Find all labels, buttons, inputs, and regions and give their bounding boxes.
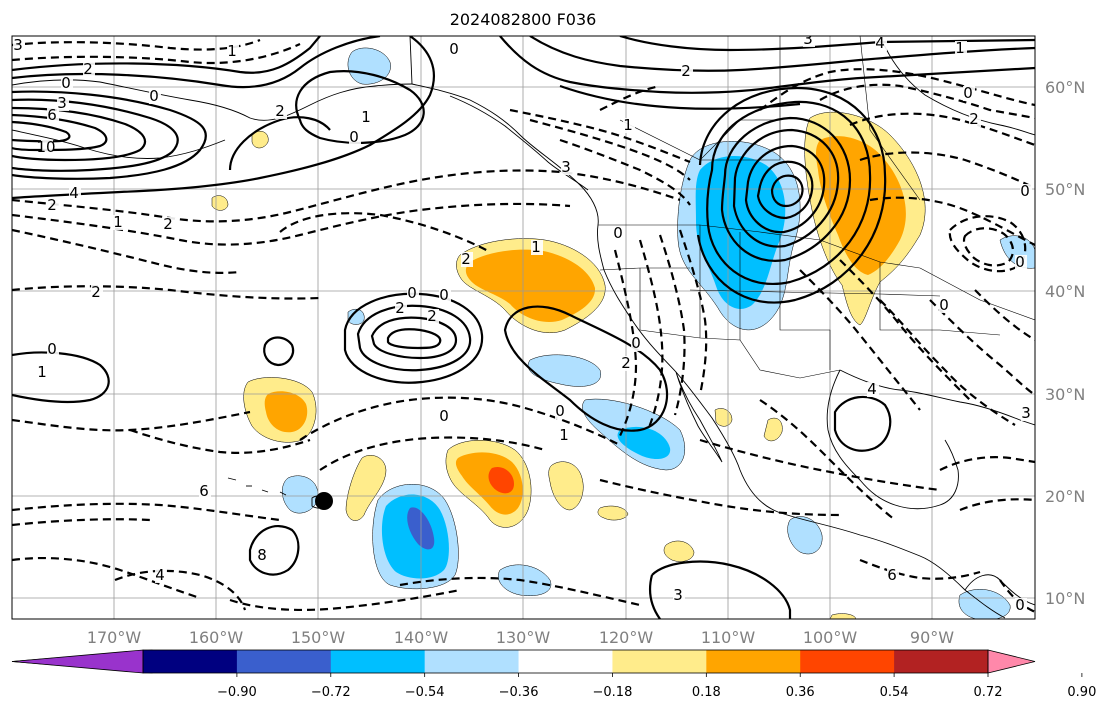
lat-tick-label: 60°N bbox=[1045, 78, 1085, 97]
contour-label: 2 bbox=[427, 307, 437, 325]
contour-label: 2 bbox=[163, 215, 173, 233]
lon-tick-label: 110°W bbox=[701, 628, 756, 647]
lon-tick-label: 150°W bbox=[291, 628, 346, 647]
lon-tick-label: 170°W bbox=[87, 628, 142, 647]
contour-label: 3 bbox=[13, 36, 23, 54]
contour-label: 0 bbox=[149, 87, 159, 105]
contour-label: 0 bbox=[349, 128, 359, 146]
storm-marker bbox=[315, 492, 333, 510]
contour-label: 0 bbox=[555, 402, 565, 420]
lon-tick-label: 160°W bbox=[189, 628, 244, 647]
contour-label: 1 bbox=[37, 363, 47, 381]
contour-label: 4 bbox=[69, 184, 79, 202]
colorbar-swatch bbox=[706, 650, 801, 673]
contour-label: 4 bbox=[867, 380, 877, 398]
contour-label: 6 bbox=[47, 106, 57, 124]
contour-label: 0 bbox=[407, 284, 417, 302]
contour-label: 3 bbox=[673, 586, 683, 604]
colorbar-tick-label: 0.18 bbox=[692, 685, 721, 700]
colorbar-tick-label: −0.18 bbox=[593, 685, 633, 700]
contour-label: 6 bbox=[887, 566, 897, 584]
colorbar: −0.90 −0.72 −0.54 −0.36 −0.18 0.18 0.36 0.54 0.7… bbox=[11, 649, 1096, 700]
colorbar-tick-label: 0.54 bbox=[880, 685, 909, 700]
contour-label: 1 bbox=[955, 39, 965, 57]
contour-label: 0 bbox=[439, 407, 449, 425]
colorbar-swatch bbox=[236, 650, 332, 673]
lon-tick-label: 140°W bbox=[394, 628, 449, 647]
contour-label: 3 bbox=[1021, 404, 1031, 422]
contour-label: 4 bbox=[875, 34, 885, 52]
contour-label: 1 bbox=[623, 116, 633, 134]
contour-label: 8 bbox=[257, 546, 267, 564]
contour-label: 0 bbox=[1015, 253, 1025, 271]
colorbar-tick-label: −0.90 bbox=[217, 685, 257, 700]
colorbar-frame bbox=[142, 649, 989, 674]
contour-label: 1 bbox=[531, 238, 541, 256]
contour-label: 2 bbox=[275, 102, 285, 120]
latitude-labels: 60°N 50°N 40°N 30°N 20°N 10°N bbox=[1045, 78, 1085, 608]
contour-label: 3 bbox=[561, 158, 571, 176]
contour-label: 0 bbox=[61, 74, 71, 92]
colorbar-swatch bbox=[800, 650, 895, 673]
map-title: 2024082800 F036 bbox=[450, 10, 597, 29]
contour-label: 6 bbox=[199, 482, 209, 500]
lat-tick-label: 10°N bbox=[1045, 589, 1085, 608]
contour-label: 2 bbox=[621, 354, 631, 372]
contour-label: 2 bbox=[91, 283, 101, 301]
lat-tick-label: 30°N bbox=[1045, 385, 1085, 404]
colorbar-extend-high bbox=[987, 649, 1036, 674]
contour-label: 1 bbox=[559, 426, 569, 444]
contour-label: 0 bbox=[963, 84, 973, 102]
colorbar-swatch bbox=[330, 650, 426, 673]
longitude-labels: 170°W 160°W 150°W 140°W 130°W 120°W 110°W 100°W… bbox=[87, 628, 954, 647]
contour-label: 0 bbox=[613, 224, 623, 242]
colorbar-tick-label: 0.72 bbox=[974, 685, 1003, 700]
colorbar-swatch bbox=[143, 650, 238, 673]
contour-label: 2 bbox=[83, 60, 93, 78]
colorbar-swatch bbox=[894, 650, 989, 673]
contour-label: 2 bbox=[395, 299, 405, 317]
contour-label: 2 bbox=[47, 196, 57, 214]
contour-label: 0 bbox=[449, 40, 459, 58]
colorbar-tick-label: 0.90 bbox=[1067, 685, 1096, 700]
contour-label: 2 bbox=[461, 250, 471, 268]
contour-label: 0 bbox=[1015, 596, 1025, 614]
contour-label: 0 bbox=[631, 334, 641, 352]
contour-label: 0 bbox=[439, 286, 449, 304]
colorbar-tick-label: −0.72 bbox=[311, 685, 351, 700]
contour-label: 3 bbox=[57, 94, 67, 112]
contour-label: 3 bbox=[803, 30, 813, 48]
lon-tick-label: 100°W bbox=[803, 628, 858, 647]
colorbar-tick-label: 0.36 bbox=[786, 685, 815, 700]
contour-label: 1 bbox=[361, 108, 371, 126]
contour-label: 1 bbox=[113, 213, 123, 231]
contour-label: 0 bbox=[939, 296, 949, 314]
lat-tick-label: 50°N bbox=[1045, 180, 1085, 199]
colorbar-swatch bbox=[518, 650, 613, 673]
lat-tick-label: 40°N bbox=[1045, 282, 1085, 301]
map-frame bbox=[11, 35, 1036, 620]
lat-tick-label: 20°N bbox=[1045, 487, 1085, 506]
contour-label: 2 bbox=[969, 110, 979, 128]
colorbar-tick-label: −0.54 bbox=[405, 685, 445, 700]
lon-tick-label: 130°W bbox=[496, 628, 551, 647]
contour-label: 0 bbox=[1020, 182, 1030, 200]
colorbar-tick-label: −0.36 bbox=[499, 685, 539, 700]
contour-label: 10 bbox=[36, 138, 55, 156]
contour-label: 0 bbox=[47, 340, 57, 358]
contour-label: 1 bbox=[227, 42, 237, 60]
colorbar-swatch bbox=[612, 650, 707, 673]
contour-label: 4 bbox=[155, 566, 165, 584]
contour-label: 2 bbox=[681, 62, 691, 80]
colorbar-swatch bbox=[424, 650, 520, 673]
lon-tick-label: 90°W bbox=[910, 628, 954, 647]
lon-tick-label: 120°W bbox=[599, 628, 654, 647]
contours-positive bbox=[12, 36, 1035, 619]
